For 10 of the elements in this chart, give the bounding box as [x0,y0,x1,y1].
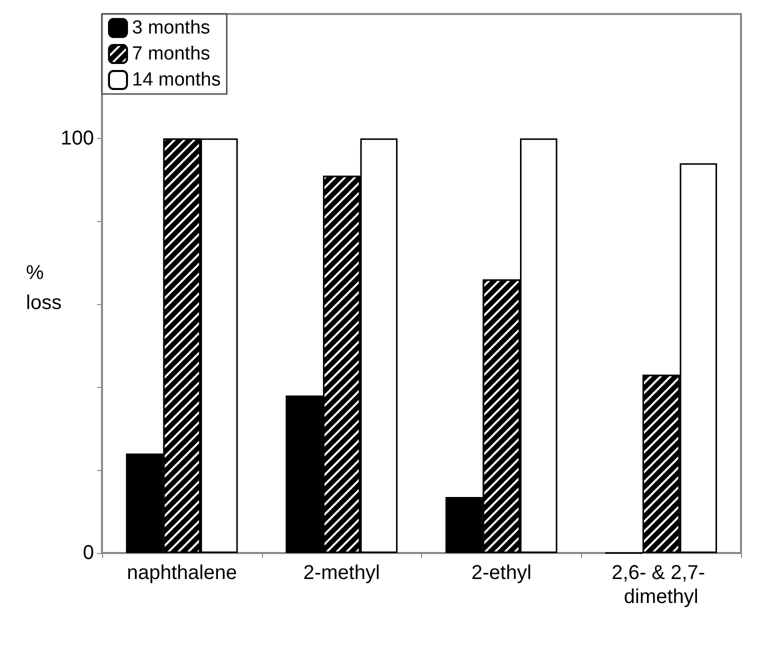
legend-label: 14 months [132,70,221,90]
x-tick-label: 2-ethyl [471,562,532,584]
x-tick-label: 2,6- & 2,7- dimethyl [612,562,711,608]
y-tick-label: 0 [82,542,94,564]
y-axis-title: % loss [26,262,62,314]
x-tick-label: 2-methyl [303,562,380,584]
x-tick-label: naphthalene [126,562,237,584]
legend-label: 3 months [132,18,210,38]
y-tick-label: 100 [60,127,94,150]
legend-label: 7 months [132,44,210,64]
